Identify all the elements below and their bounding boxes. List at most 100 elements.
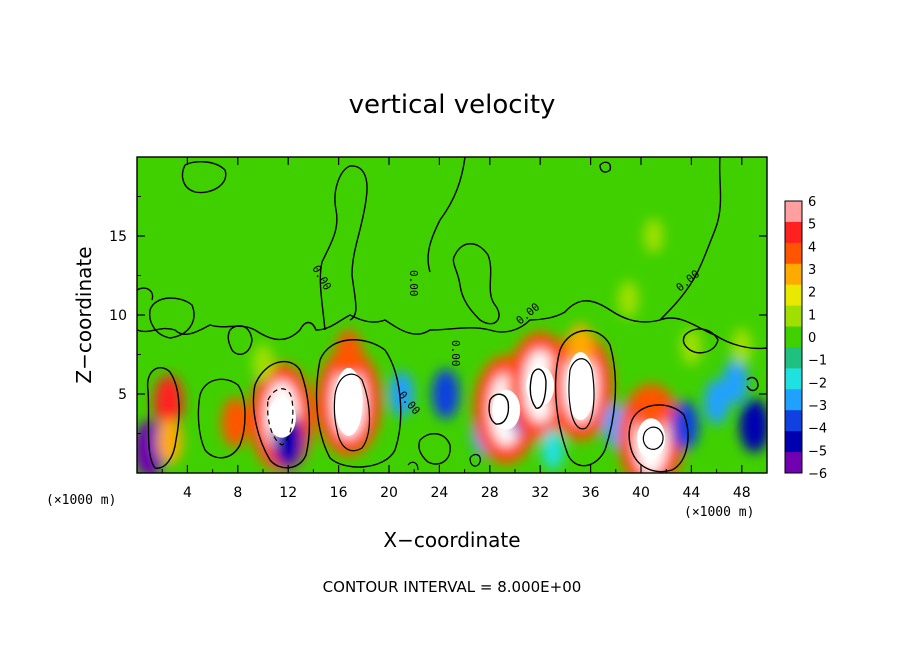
contour-line [197,378,246,459]
x-axis-label: X−coordinate [383,528,520,552]
field-core [637,418,666,459]
colorbar-swatch [785,452,802,474]
colorbar-swatch [785,305,802,328]
field-feature [643,218,664,254]
colorbar-label: −4 [808,422,827,437]
y-axis: 5 10 15 [109,196,767,434]
field-feature [704,379,730,425]
field-feature [153,374,184,429]
x-tick-label: 12 [279,485,297,501]
colorbar-swatch [785,326,802,348]
colorbar-label: 5 [808,218,816,233]
y-axis-label: Z−coordinate [72,246,96,383]
contour-line [682,328,719,354]
contour-line [148,297,195,339]
x-tick-label: 28 [481,485,499,501]
contour-line [418,433,451,465]
colorbar-swatch [785,221,802,244]
x-tick-label: 32 [531,485,549,501]
colorbar-label: 3 [808,263,816,278]
velocity-field [137,157,767,473]
colorbar-label: −6 [808,467,827,482]
contour-line [315,339,402,468]
contour-line [137,287,154,301]
contour-line [659,157,722,321]
contour-line [554,329,617,467]
colorbar-label: 6 [808,195,816,210]
x-tick-label: 48 [733,485,751,501]
field-feature [221,397,250,448]
contour-line [319,165,368,331]
contour-line [628,404,689,473]
x-tick-label: 20 [380,485,398,501]
y-tick-label: 15 [109,229,127,245]
field-feature [618,280,639,318]
field-core [566,352,595,421]
field-feature [157,418,183,465]
colorbar-swatch [785,242,802,265]
field-core [526,366,555,407]
contour-line [181,161,227,194]
x-tick-label: 24 [430,485,448,501]
field-feature [541,428,565,470]
field-feature [431,369,460,419]
colorbar-label: 1 [808,308,816,323]
x-tick-label: 40 [632,485,650,501]
colorbar-swatch [785,347,802,369]
contour-label: 0.00 [449,340,462,367]
colorbar-swatch [785,410,802,432]
x-tick-label: 44 [682,485,700,501]
field-feature [681,328,702,365]
colorbar-label: −5 [808,444,827,459]
contour-line [407,453,481,471]
colorbar-swatch [785,263,802,286]
contour-line [529,368,547,409]
field-core [267,397,296,438]
contour-line [227,324,253,356]
field-feature [252,344,274,381]
x-tick-label: 8 [233,485,242,501]
contour-line [427,157,466,273]
colorbar-swatch [785,284,802,307]
y-tick-label: 5 [118,387,127,403]
field-feature [722,358,749,405]
colorbar-swatch [785,431,802,453]
contour-interval-caption: CONTOUR INTERVAL = 8.000E+00 [323,578,582,596]
contour-line [642,426,664,450]
contour-line [333,373,371,452]
contour-line [452,243,500,325]
colorbar-label: 2 [808,286,816,301]
colorbar-label: 4 [808,240,816,255]
contour-line [252,360,311,469]
field-feature [334,329,363,380]
x-tick-label: 16 [330,485,348,501]
zero-contours [137,157,767,473]
x-tick-label: 36 [582,485,600,501]
x-unit-note-right: (×1000 m) [684,505,754,520]
x-tick-label: 4 [183,485,192,501]
contour-line [599,161,612,173]
y-tick-label: 10 [109,308,127,324]
x-axis: 4 8 12 16 20 24 28 32 36 40 44 48 [161,157,751,501]
colorbar-frame [784,200,803,474]
field-feature [389,371,415,417]
contour-line [568,358,595,430]
colorbar-swatch [785,368,802,390]
colorbar-swatch [785,201,802,223]
colorbar-label: 0 [808,331,816,346]
field-core [334,367,363,436]
colorbar-label: −1 [808,354,827,369]
contour-line [137,300,767,350]
contour-line [267,388,294,446]
contour-line [746,376,759,392]
contour-label: 0.00 [407,270,420,297]
field-feature [739,398,767,453]
field-core [492,389,521,430]
contour-line [488,393,510,425]
field-feature [671,400,699,451]
x-unit-note-left: (×1000 m) [46,493,116,508]
colorbar-swatch [785,389,802,411]
colorbar-label: −3 [808,399,827,414]
colorbar-label: −2 [808,376,827,391]
